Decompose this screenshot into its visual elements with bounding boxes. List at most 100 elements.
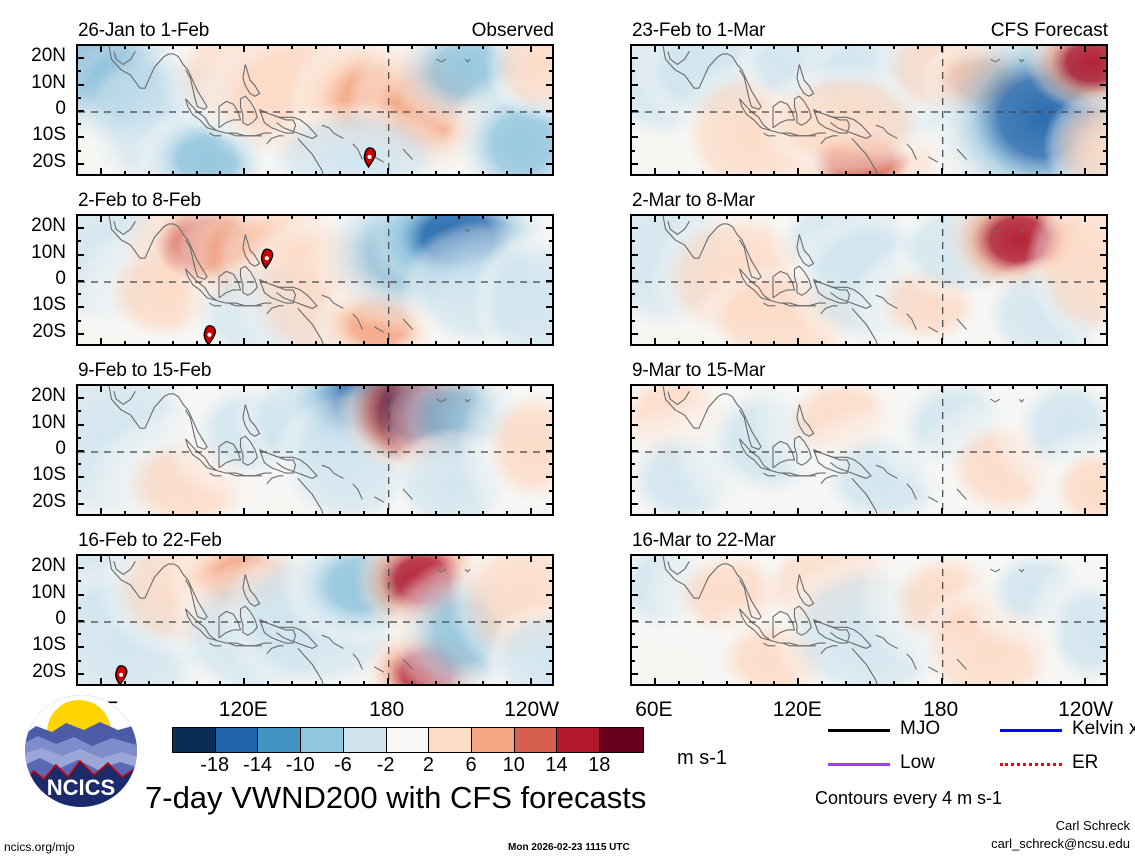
x-tick [171,341,174,346]
x-tick [1012,511,1015,516]
y-axis-label: 10S [32,464,66,486]
panel-corner-label: CFS Forecast [990,20,1108,41]
x-tick [171,44,174,49]
x-tick [916,511,919,516]
x-tick [869,341,871,346]
colorbar-swatch-10 [600,728,643,752]
x-tick [195,171,198,176]
y-tick [76,463,81,466]
x-tick [892,554,895,559]
x-tick [410,341,413,346]
y-tick [76,253,84,256]
y-tick [76,580,81,583]
x-tick [386,678,389,686]
x-tick [267,341,270,346]
x-tick [1084,168,1087,176]
y-tick [76,672,84,675]
legend-swatch-er [1000,763,1062,766]
map-plot-area[interactable] [630,44,1108,176]
x-tick [243,554,246,562]
panel-corner-label: Observed [471,20,554,41]
x-tick [362,44,365,49]
y-axis-label: 20S [32,150,66,172]
x-tick [267,171,270,176]
tc-marker [363,147,377,169]
colorbar-tick-label: 2 [422,754,434,776]
x-tick [653,214,656,222]
x-tick [386,338,389,346]
x-tick [988,511,991,516]
y-tick [549,580,554,583]
x-tick [410,511,413,516]
x-tick [701,511,704,516]
x-tick [362,554,365,559]
x-tick [1084,44,1087,52]
map-plot-area[interactable] [630,214,1108,346]
x-tick [530,554,533,562]
x-tick [821,214,824,219]
x-tick [773,171,776,176]
y-axis-label: 20N [31,385,66,407]
y-tick [630,672,638,675]
y-tick [1103,293,1108,296]
x-tick [797,384,800,392]
y-axis-label: 10S [32,294,66,316]
x-tick [677,554,680,559]
y-tick [630,110,638,112]
x-tick [916,44,919,49]
y-tick [630,96,635,99]
x-tick [410,384,413,389]
map-plot-area[interactable] [630,554,1108,686]
x-tick [99,678,102,686]
x-tick [1084,338,1087,346]
x-tick [362,171,365,176]
panel-title: 9-Feb to 15-Feb [78,360,212,381]
y-tick [76,280,84,282]
y-tick [546,567,554,570]
x-tick [701,44,704,49]
x-tick [291,214,294,219]
y-tick [1100,227,1108,230]
x-tick [171,681,174,686]
x-tick [99,508,102,516]
map-plot-area[interactable] [76,384,554,516]
map-plot-area[interactable] [630,384,1108,516]
map-plot-area[interactable] [76,554,554,686]
x-tick [725,554,728,559]
y-tick [546,162,554,165]
y-tick [76,110,84,112]
x-tick [219,511,222,516]
x-tick [530,168,533,176]
y-tick [630,567,638,570]
x-tick [147,171,150,176]
x-tick [171,384,174,389]
x-axis-label: 120E [772,698,822,721]
site-url[interactable]: ncics.org/mjo [4,840,75,854]
y-tick [1103,96,1108,99]
x-tick [940,214,943,222]
x-tick [749,681,752,686]
x-tick [267,511,270,516]
colorbar-tick-label: -10 [285,754,315,776]
x-tick [940,44,943,52]
x-tick [434,44,437,49]
panel-2-0: 9-Feb to 15-Feb [76,360,554,518]
y-tick [76,96,81,99]
x-tick [315,214,317,219]
x-tick [749,511,752,516]
x-tick [338,341,341,346]
colorbar-tick-label: -6 [333,754,352,776]
y-tick [630,463,635,466]
x-tick [195,511,198,516]
legend-label: MJO [900,718,941,739]
map-plot-area[interactable] [76,44,554,176]
y-tick [1103,266,1108,269]
y-tick [1100,450,1108,452]
x-tick [99,384,102,392]
y-tick [630,633,635,636]
x-tick [1012,44,1015,49]
x-tick [988,384,991,389]
map-plot-area[interactable] [76,214,554,346]
x-tick [147,341,150,346]
x-tick [147,681,150,686]
